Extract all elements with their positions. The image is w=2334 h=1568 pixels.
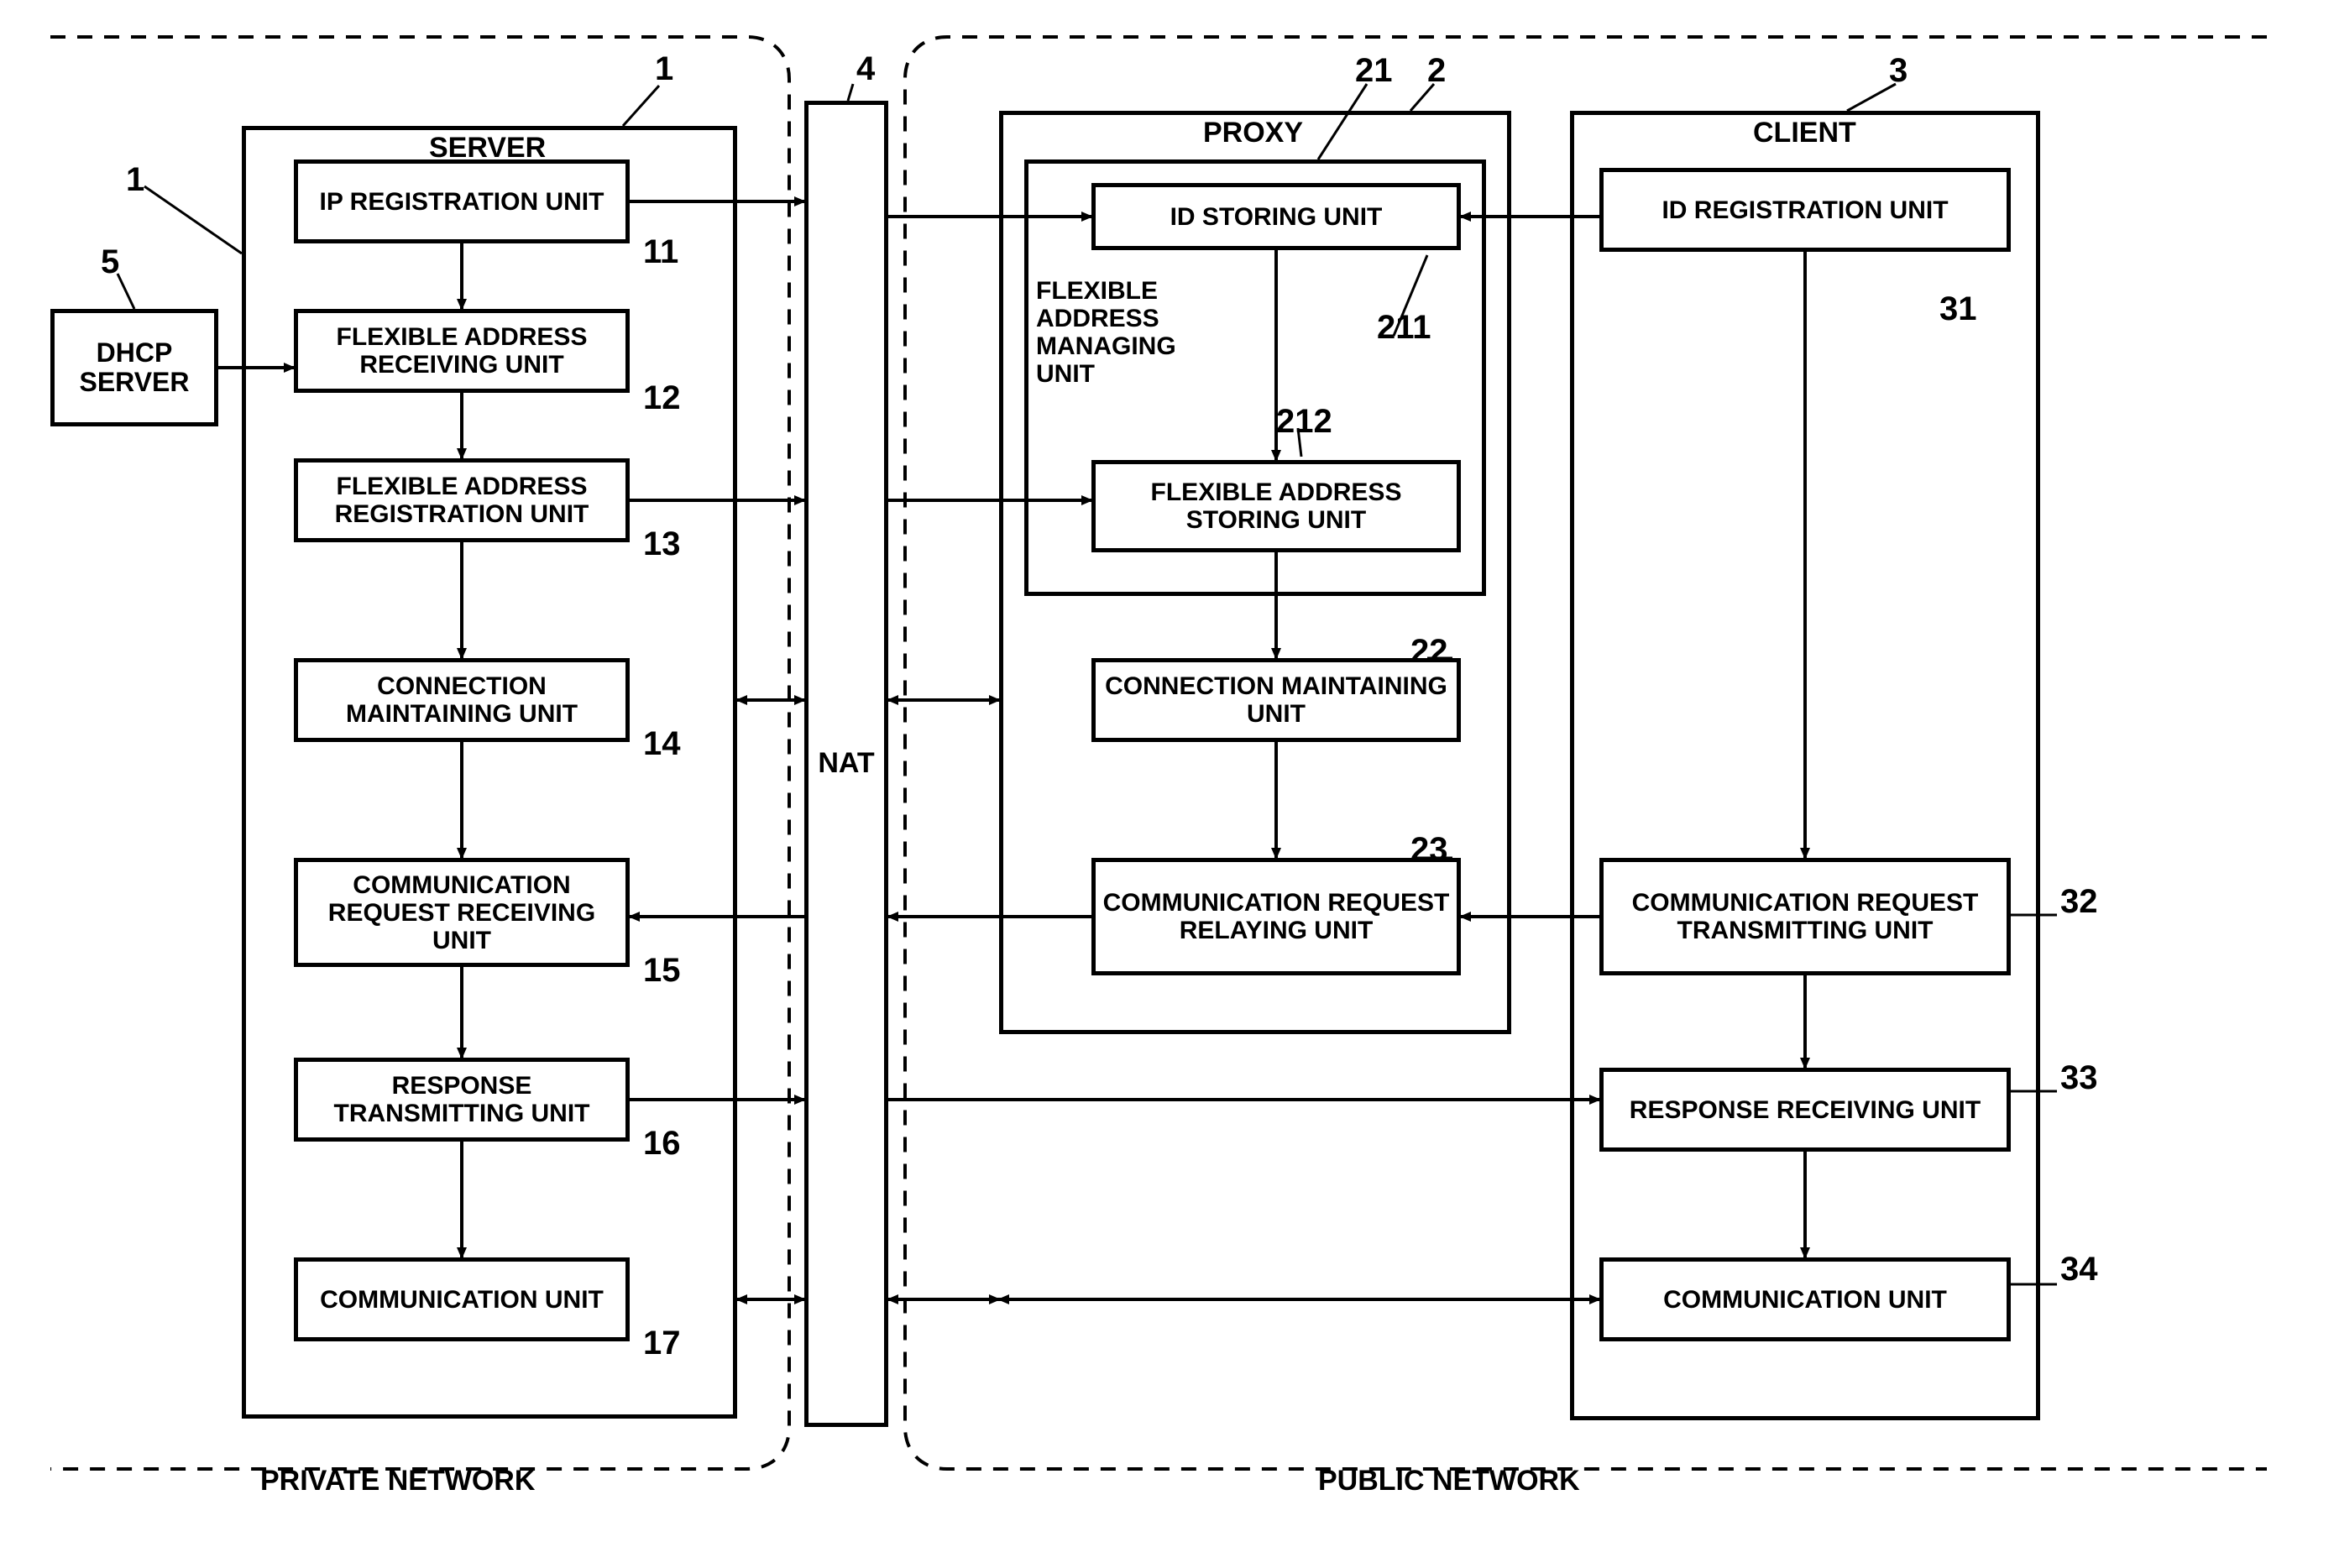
- response-transmitting-unit: RESPONSE TRANSMITTING UNIT: [294, 1058, 630, 1142]
- id-storing-unit: ID STORING UNIT: [1091, 183, 1461, 250]
- communication-unit-client: COMMUNICATION UNIT: [1599, 1257, 2011, 1341]
- public-network-label: PUBLIC NETWORK: [1318, 1466, 1580, 1497]
- response-receiving-unit: RESPONSE RECEIVING UNIT: [1599, 1068, 2011, 1152]
- communication-unit-server: COMMUNICATION UNIT: [294, 1257, 630, 1341]
- nat-label: NAT: [818, 748, 874, 779]
- reference-numeral: 15: [643, 952, 681, 989]
- dhcp-label: DHCP SERVER: [55, 338, 214, 397]
- private-network-label: PRIVATE NETWORK: [260, 1466, 535, 1497]
- reference-numeral: 1: [655, 50, 673, 87]
- reference-numeral: 22: [1410, 633, 1448, 670]
- connection-maintaining-unit-server: CONNECTION MAINTAINING UNIT: [294, 658, 630, 742]
- reference-numeral: 31: [1939, 290, 1977, 327]
- reference-numeral: 5: [101, 243, 119, 280]
- communication-request-transmitting-unit: COMMUNICATION REQUEST TRANSMITTING UNIT: [1599, 858, 2011, 975]
- dhcp-server-box: DHCP SERVER: [50, 309, 218, 426]
- reference-numeral: 32: [2060, 883, 2098, 920]
- proxy-title: PROXY: [1196, 118, 1310, 149]
- reference-numeral: 34: [2060, 1251, 2098, 1288]
- reference-numeral: 16: [643, 1125, 681, 1162]
- reference-numeral: 1: [126, 161, 144, 198]
- flexible-address-storing-unit: FLEXIBLE ADDRESS STORING UNIT: [1091, 460, 1461, 552]
- id-registration-unit: ID REGISTRATION UNIT: [1599, 168, 2011, 252]
- reference-numeral: 17: [643, 1325, 681, 1362]
- reference-numeral: 12: [643, 379, 681, 416]
- nat-box: NAT: [804, 101, 888, 1427]
- diagram-canvas: SERVER DHCP SERVER NAT PROXY FLEXIBLE AD…: [0, 0, 2334, 1568]
- manager-label: FLEXIBLE ADDRESS MANAGING UNIT: [1036, 277, 1204, 388]
- reference-numeral: 33: [2060, 1059, 2098, 1096]
- connection-maintaining-unit-proxy: CONNECTION MAINTAINING UNIT: [1091, 658, 1461, 742]
- reference-numeral: 2: [1427, 52, 1446, 89]
- communication-request-relaying-unit: COMMUNICATION REQUEST RELAYING UNIT: [1091, 858, 1461, 975]
- reference-numeral: 14: [643, 725, 681, 762]
- reference-numeral: 21: [1355, 52, 1393, 89]
- reference-numeral: 4: [856, 50, 875, 87]
- reference-numeral: 11: [643, 233, 678, 270]
- reference-numeral: 3: [1889, 52, 1907, 89]
- flexible-address-registration-unit: FLEXIBLE ADDRESS REGISTRATION UNIT: [294, 458, 630, 542]
- reference-numeral: 212: [1276, 403, 1332, 440]
- reference-numeral: 13: [643, 525, 681, 562]
- client-title: CLIENT: [1746, 118, 1863, 149]
- reference-numeral: 23: [1410, 831, 1448, 868]
- flexible-address-receiving-unit: FLEXIBLE ADDRESS RECEIVING UNIT: [294, 309, 630, 393]
- communication-request-receiving-unit: COMMUNICATION REQUEST RECEIVING UNIT: [294, 858, 630, 967]
- reference-numeral: 211: [1377, 309, 1431, 346]
- ip-registration-unit: IP REGISTRATION UNIT: [294, 159, 630, 243]
